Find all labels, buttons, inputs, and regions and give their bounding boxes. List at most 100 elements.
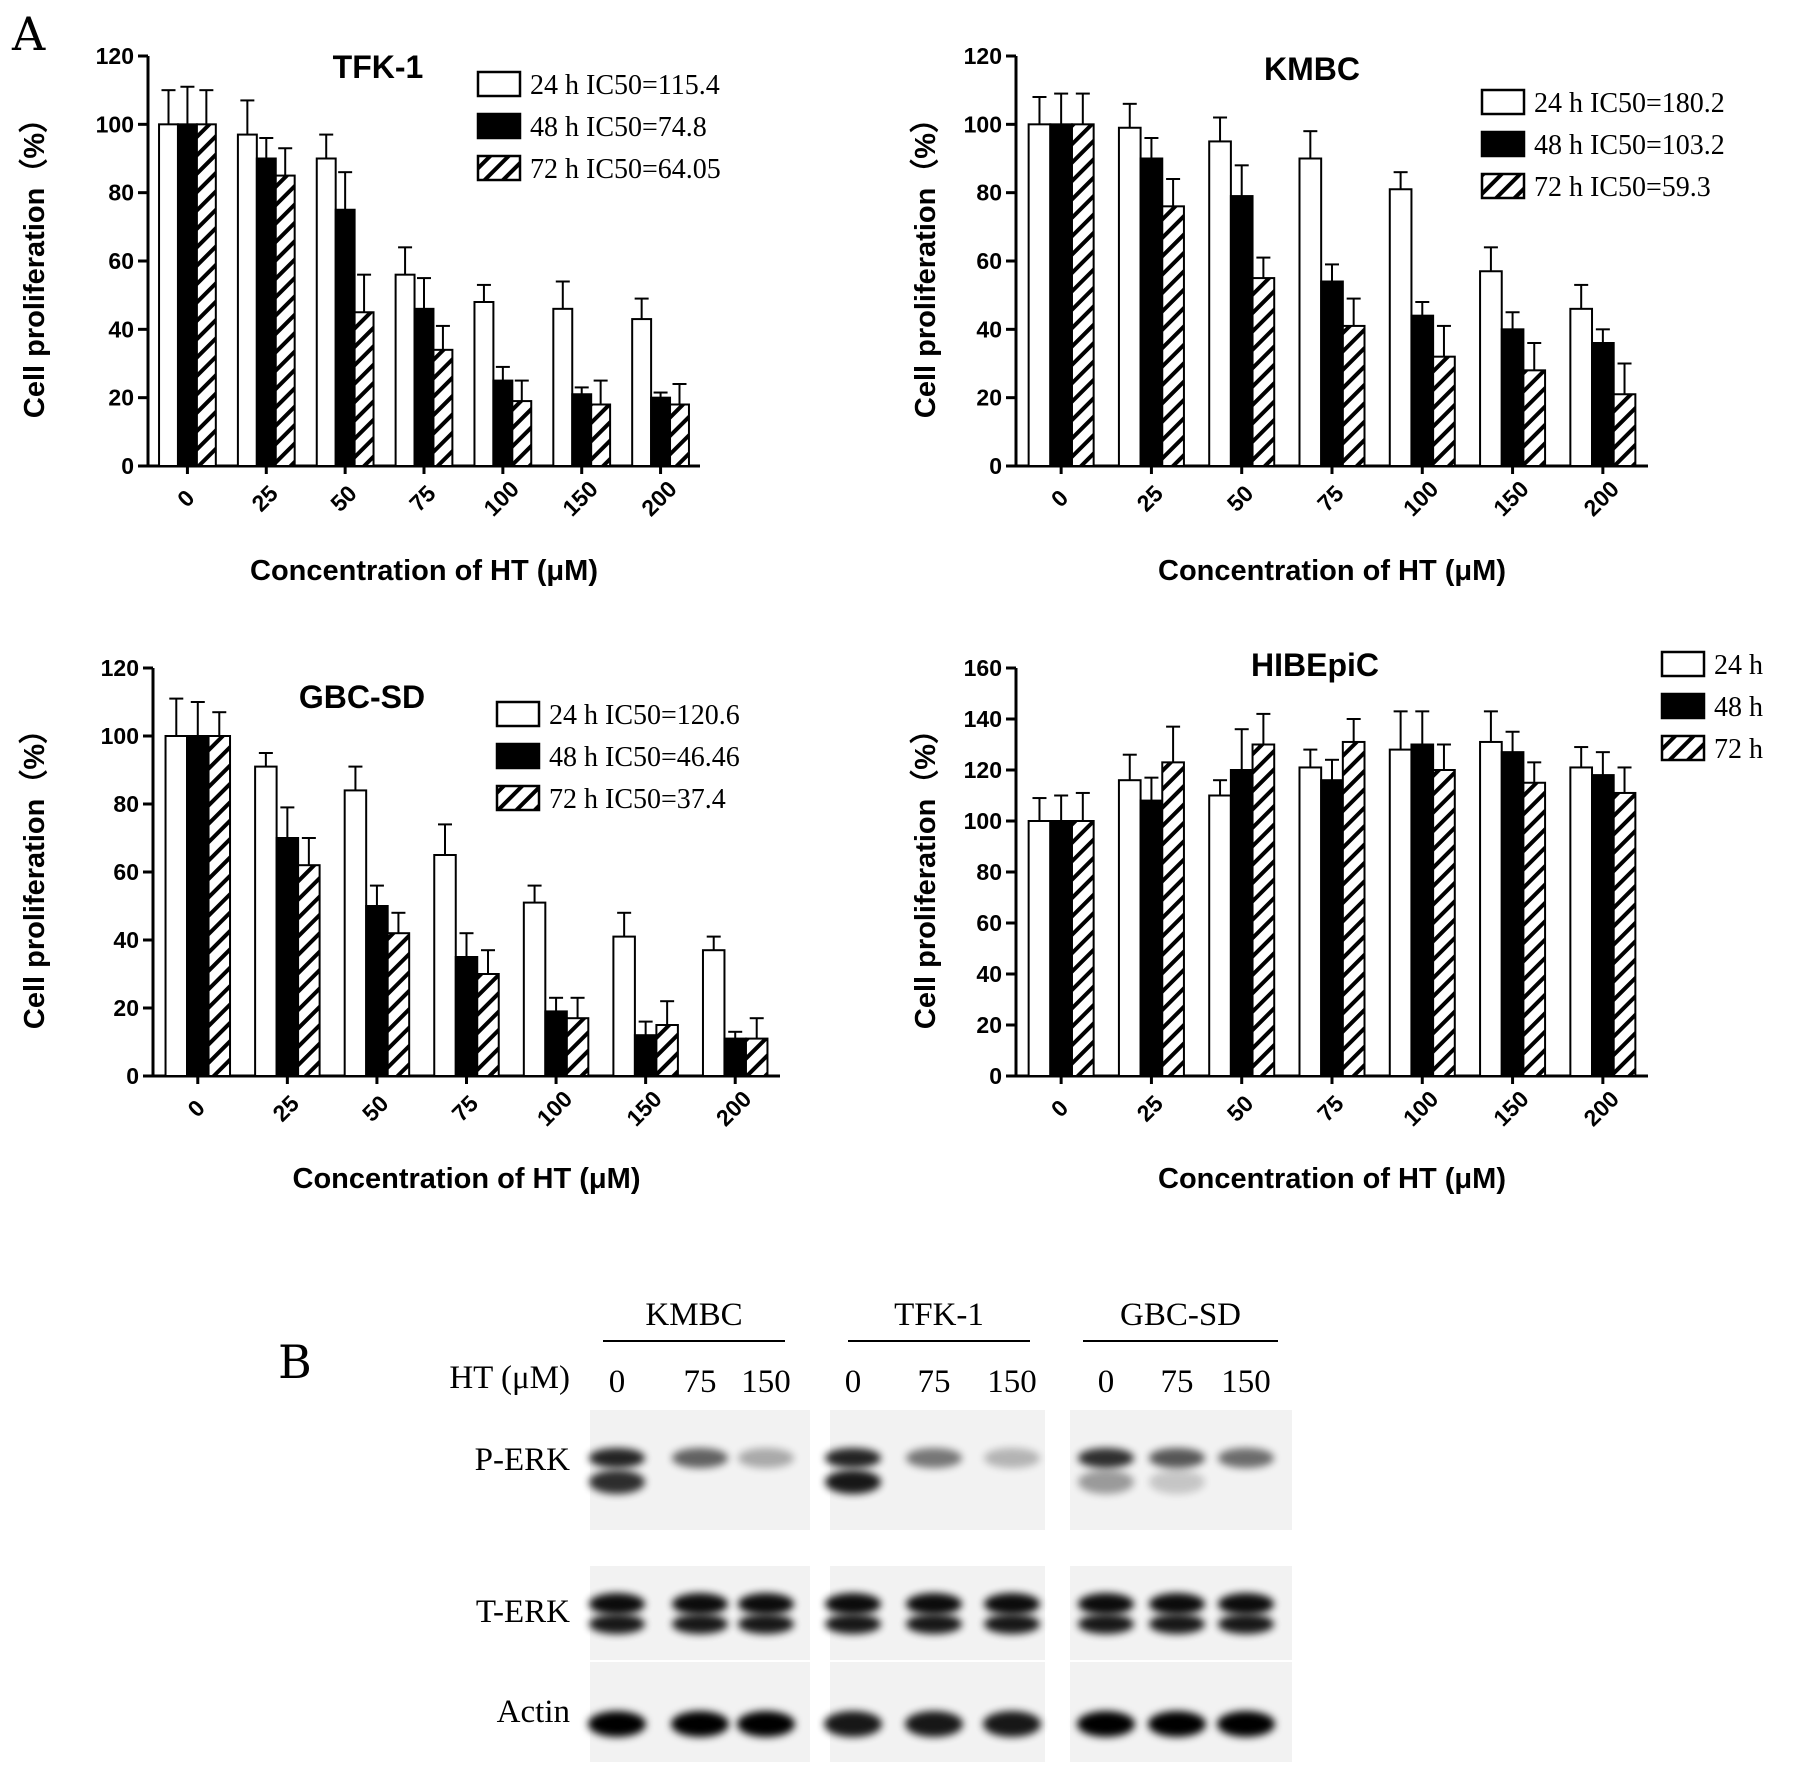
blot-band xyxy=(825,1448,881,1468)
bar xyxy=(386,932,411,1078)
legend-entry: 48 h IC50=103.2 xyxy=(1534,130,1725,161)
blot-band xyxy=(906,1448,962,1468)
blot-membrane xyxy=(1070,1410,1292,1530)
dose-label: 0 xyxy=(845,1364,862,1400)
blot-band xyxy=(1078,1593,1134,1615)
bar xyxy=(432,348,454,468)
blot-band xyxy=(738,1593,794,1615)
legend-swatch xyxy=(1660,734,1706,762)
bar xyxy=(353,311,375,467)
bar xyxy=(522,901,547,1077)
bar xyxy=(1139,157,1164,467)
bar xyxy=(164,735,189,1077)
blot-band xyxy=(1078,1448,1134,1468)
bar xyxy=(1049,123,1073,467)
y-tick-label: 120 xyxy=(964,43,1002,69)
blot-band xyxy=(1149,1593,1205,1615)
y-axis-label: Cell proliferation（%） xyxy=(909,715,942,1029)
bar xyxy=(744,1037,769,1077)
bar xyxy=(1569,766,1594,1077)
legend-swatch xyxy=(495,700,541,728)
legend-swatch xyxy=(476,70,522,98)
dose-label: 150 xyxy=(1221,1364,1271,1400)
blot-band xyxy=(984,1614,1040,1634)
legend-swatch xyxy=(495,784,541,812)
bar xyxy=(1591,774,1615,1077)
bar xyxy=(1117,126,1142,467)
bar xyxy=(511,400,533,468)
chart-tfk1: 0 20 40 60 80 100 120 0 25 50 75 100 150 200 TFK-1 Conc… xyxy=(18,43,721,587)
bar xyxy=(1500,751,1525,1078)
x-tick-label: 0 xyxy=(182,1095,209,1122)
blot-band xyxy=(588,1711,646,1737)
bar xyxy=(1251,277,1276,468)
y-tick-label: 0 xyxy=(989,453,1002,479)
legend-swatch xyxy=(1660,650,1706,678)
blot-band xyxy=(1218,1448,1274,1468)
blot-band xyxy=(589,1614,645,1634)
blot-band xyxy=(1148,1711,1206,1737)
legend-swatch xyxy=(1480,88,1526,116)
y-tick-label: 40 xyxy=(976,316,1002,342)
cell-line-label: KMBC xyxy=(645,1297,742,1333)
bar xyxy=(1139,799,1164,1077)
bar xyxy=(476,973,500,1077)
bar xyxy=(1070,820,1095,1077)
dose-label: 0 xyxy=(609,1364,626,1400)
legend-entry: 48 h IC50=46.46 xyxy=(549,742,740,773)
x-tick-label: 150 xyxy=(1488,476,1534,522)
blot-membrane xyxy=(590,1410,810,1530)
bar xyxy=(343,789,368,1078)
treatment-label: HT (μM) xyxy=(449,1360,570,1396)
bar xyxy=(1070,123,1095,467)
dose-label: 75 xyxy=(684,1364,717,1400)
bar xyxy=(723,1037,747,1077)
blot-band xyxy=(825,1470,881,1494)
bar xyxy=(158,123,179,467)
x-axis-label: Concentration of HT (μM) xyxy=(1158,555,1506,587)
bar xyxy=(1612,791,1637,1077)
y-tick-label: 20 xyxy=(108,385,134,411)
bar xyxy=(1251,743,1276,1077)
bar xyxy=(571,393,593,467)
y-tick-label: 80 xyxy=(108,180,134,206)
bar xyxy=(275,837,300,1077)
bar xyxy=(473,301,495,467)
x-tick-label: 25 xyxy=(267,1090,304,1127)
bar xyxy=(334,208,356,467)
y-tick-label: 0 xyxy=(989,1063,1002,1089)
bar xyxy=(1388,748,1413,1077)
y-tick-label: 20 xyxy=(976,1012,1002,1038)
y-tick-label: 160 xyxy=(964,655,1002,681)
legend-swatch xyxy=(495,742,541,770)
bar xyxy=(1049,820,1073,1077)
x-tick-label: 50 xyxy=(1222,480,1258,516)
legend-entry: 48 h xyxy=(1714,692,1763,723)
bar xyxy=(650,396,672,467)
blot-band xyxy=(905,1711,963,1737)
bar xyxy=(1569,307,1594,468)
x-tick-label: 100 xyxy=(1398,1086,1444,1132)
blot-band xyxy=(1078,1614,1134,1634)
x-tick-label: 150 xyxy=(621,1086,667,1132)
y-tick-label: 0 xyxy=(126,1063,139,1089)
blot-band xyxy=(906,1614,962,1634)
legend-entry: 24 h IC50=120.6 xyxy=(549,700,740,731)
legend-entry: 72 h IC50=64.05 xyxy=(530,154,721,185)
bar xyxy=(492,379,514,468)
chart-title: GBC-SD xyxy=(299,679,425,715)
legend-entry: 48 h IC50=74.8 xyxy=(530,112,707,143)
x-tick-label: 150 xyxy=(557,476,603,522)
x-axis-label: Concentration of HT (μM) xyxy=(1158,1163,1506,1195)
bar xyxy=(552,307,574,468)
bar xyxy=(413,307,435,468)
blot-band xyxy=(589,1470,645,1494)
bar xyxy=(633,1034,658,1077)
y-tick-label: 40 xyxy=(113,927,139,953)
y-tick-label: 140 xyxy=(964,706,1002,732)
blot-band xyxy=(824,1711,882,1737)
bar xyxy=(1410,314,1435,467)
legend-entry: 72 h IC50=59.3 xyxy=(1534,172,1711,203)
dose-label: 75 xyxy=(1161,1364,1194,1400)
y-tick-label: 60 xyxy=(976,248,1002,274)
